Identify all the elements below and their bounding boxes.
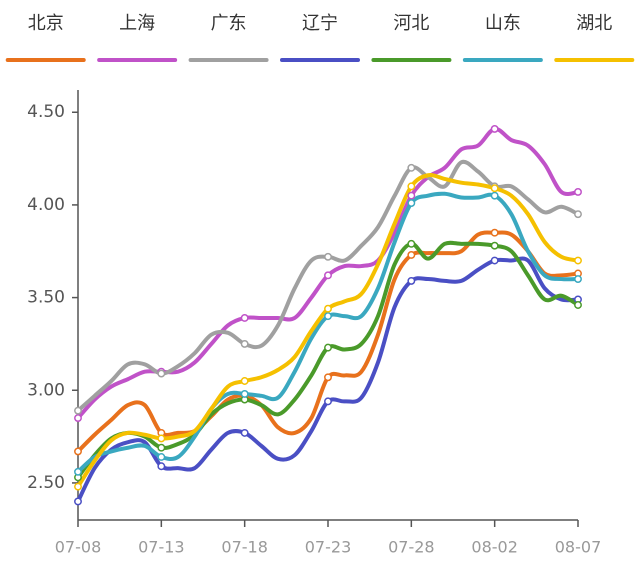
point (157, 443, 166, 452)
point (407, 239, 416, 248)
point (240, 339, 249, 348)
x-tick-label: 07-28 (388, 538, 435, 557)
point (574, 301, 582, 309)
series-line (76, 191, 579, 474)
y-tick-label: 4.00 (27, 195, 65, 215)
y-tick-label: 3.50 (27, 288, 65, 308)
point (74, 447, 82, 456)
point (74, 482, 82, 491)
x-tick-label: 08-02 (471, 538, 518, 557)
point (324, 252, 332, 261)
point (157, 453, 166, 461)
point (407, 251, 416, 259)
legend-label: 北京 (28, 13, 64, 34)
point (157, 462, 166, 471)
x-tick-label: 07-08 (55, 538, 102, 557)
series-line (76, 173, 579, 488)
point (157, 434, 166, 443)
legend-label: 上海 (119, 13, 155, 34)
point (407, 182, 416, 191)
point (407, 276, 416, 285)
point (574, 275, 582, 284)
point (490, 124, 499, 133)
y-tick-label: 3.00 (27, 380, 65, 400)
point (240, 428, 249, 437)
series-line (76, 230, 579, 453)
point (74, 406, 82, 415)
point (240, 390, 249, 398)
legend-label: 辽宁 (302, 13, 338, 34)
legend-label: 山东 (485, 13, 521, 34)
x-tick-label: 08-07 (555, 538, 602, 557)
point (74, 497, 82, 506)
y-tick-label: 4.50 (27, 102, 65, 122)
legend-label: 广东 (211, 13, 247, 34)
point (324, 373, 332, 382)
point (407, 191, 416, 200)
y-tick-label: 2.50 (27, 473, 65, 493)
point (324, 343, 332, 352)
point (324, 304, 332, 313)
point (240, 314, 249, 322)
point (490, 184, 499, 193)
x-tick-label: 07-23 (305, 538, 352, 557)
point (407, 199, 416, 208)
point (74, 414, 82, 423)
point (157, 369, 166, 378)
point (240, 377, 249, 385)
legend-label: 湖北 (576, 13, 612, 34)
point (490, 191, 499, 200)
point (324, 312, 332, 321)
series-line (76, 159, 579, 413)
point (407, 163, 416, 172)
point (74, 467, 82, 476)
point (324, 397, 332, 406)
point (490, 241, 499, 250)
point (324, 271, 332, 280)
point (490, 228, 499, 237)
x-tick-label: 07-18 (221, 538, 268, 557)
x-tick-label: 07-13 (138, 538, 185, 557)
legend-label: 河北 (393, 13, 429, 34)
point (490, 256, 499, 265)
point (574, 256, 582, 265)
point (574, 210, 582, 219)
point (574, 187, 582, 196)
